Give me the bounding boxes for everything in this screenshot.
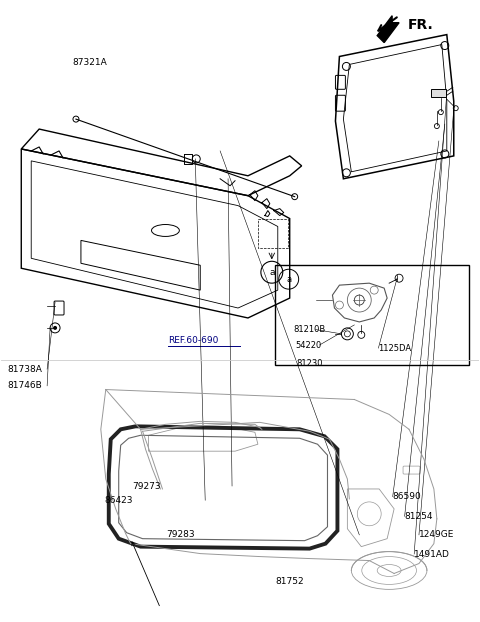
Text: 81230: 81230 bbox=[296, 359, 323, 368]
Text: a: a bbox=[286, 275, 291, 284]
Text: 1249GE: 1249GE bbox=[419, 531, 455, 539]
Polygon shape bbox=[377, 16, 399, 42]
Text: 81746B: 81746B bbox=[7, 381, 42, 391]
Text: 1125DA: 1125DA bbox=[378, 343, 411, 353]
Circle shape bbox=[53, 326, 57, 330]
Text: FR.: FR. bbox=[408, 17, 434, 32]
Text: 81254: 81254 bbox=[405, 512, 433, 521]
Text: 1491AD: 1491AD bbox=[414, 549, 450, 559]
Text: 54220: 54220 bbox=[295, 340, 321, 350]
Text: 79273: 79273 bbox=[132, 481, 161, 491]
Text: 87321A: 87321A bbox=[72, 58, 107, 67]
Text: 79283: 79283 bbox=[166, 531, 195, 539]
Text: 86590: 86590 bbox=[393, 492, 421, 501]
Text: 81752: 81752 bbox=[276, 577, 304, 587]
Text: REF.60-690: REF.60-690 bbox=[168, 336, 219, 345]
FancyBboxPatch shape bbox=[431, 90, 446, 97]
Text: 86423: 86423 bbox=[104, 496, 132, 504]
Text: 81210B: 81210B bbox=[293, 325, 326, 334]
Text: 81738A: 81738A bbox=[7, 364, 42, 374]
Text: a: a bbox=[269, 267, 275, 277]
